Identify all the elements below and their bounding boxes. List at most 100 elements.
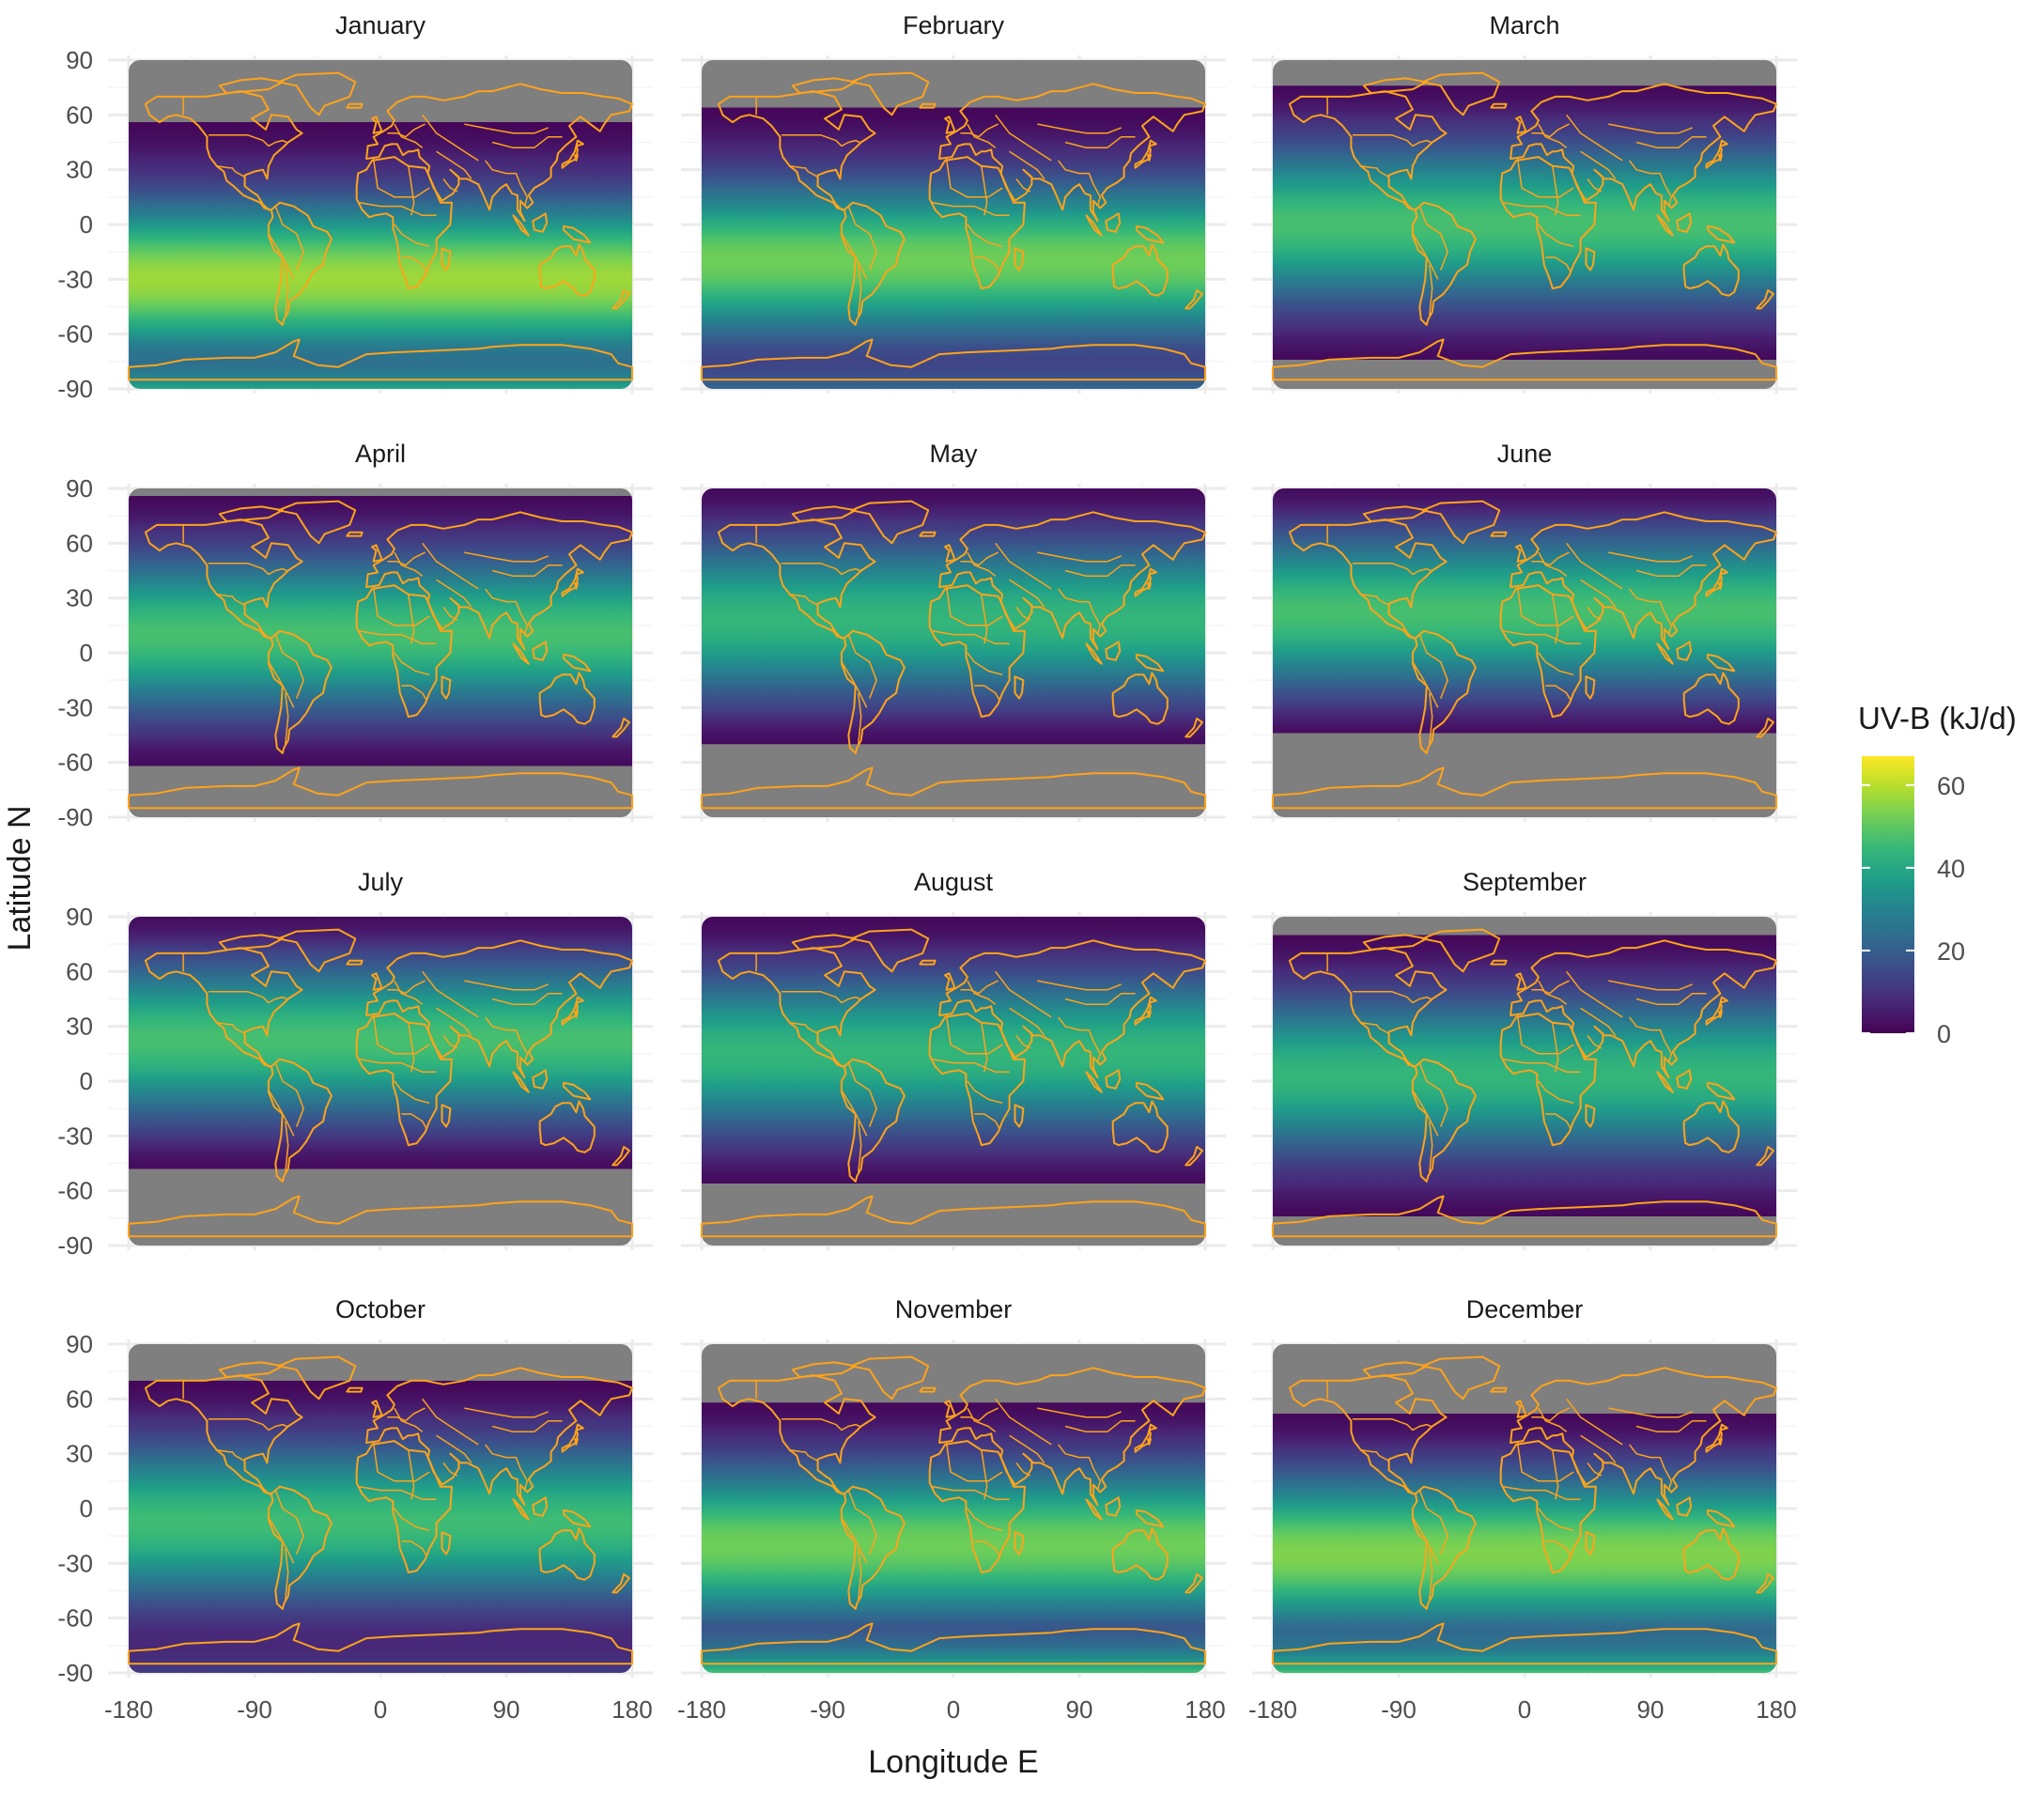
y-tick-label: 60 [66,529,93,557]
y-tick-label: 30 [66,156,93,184]
y-tick-label: 90 [66,46,93,74]
y-tick-label: 60 [66,1385,93,1413]
x-tick-label: -180 [677,1695,726,1724]
uvb-raster [702,1344,1205,1673]
panel-title: October [335,1295,426,1323]
panel-april: April 90 60 30 0 -30 -60 -90 [57,440,653,831]
panel-title: August [914,868,994,896]
x-tick-label: -180 [1248,1695,1297,1724]
uvb-raster [129,488,632,817]
legend-tick-label: 40 [1937,855,1965,883]
panel-title: June [1497,440,1553,468]
uvb-raster [129,60,632,389]
country-boundaries [701,71,1206,381]
y-tick-label: -30 [57,1122,93,1150]
x-tick-label: 180 [612,1695,652,1724]
uvb-raster [129,1344,632,1673]
uvb-raster [1273,60,1776,389]
y-tick-label: -90 [57,803,93,831]
panel-january: January 90 60 30 0 -30 -60 -90 [57,11,653,403]
legend-colorbar [1862,756,1914,1033]
uvb-raster [702,917,1205,1246]
country-boundaries [1272,928,1777,1238]
panel-february: February [681,11,1226,394]
country-boundaries [128,500,633,810]
x-tick-label: -90 [1381,1695,1417,1724]
uvb-raster [1273,1344,1776,1673]
country-boundaries [701,928,1206,1238]
y-tick-label: -30 [57,693,93,721]
panel-title: September [1463,868,1587,896]
y-tick-label: -30 [57,265,93,293]
y-tick-label: -90 [57,1231,93,1260]
legend-title: UV-B (kJ/d) [1858,701,2017,735]
panel-title: July [358,868,404,896]
panel-title: November [895,1295,1013,1323]
panel-june: June [1252,440,1797,822]
uvb-raster [1273,917,1776,1246]
country-boundaries [128,928,633,1238]
panel-december: December -180 -90 0 90 180 [1248,1295,1797,1724]
y-tick-label: 30 [66,1440,93,1468]
y-tick-label: 90 [66,903,93,931]
x-tick-label: 0 [947,1695,960,1724]
x-tick-label: -180 [104,1695,153,1724]
x-tick-label: 180 [1185,1695,1225,1724]
legend: UV-B (kJ/d) 0 20 40 60 [1858,701,2017,1048]
x-tick-label: 0 [1518,1695,1531,1724]
panel-title: December [1466,1295,1584,1323]
x-tick-label: 0 [374,1695,387,1724]
axes: Longitude E Latitude N [2,806,1039,1781]
panel-may: May [681,440,1226,822]
x-tick-label: -90 [810,1695,845,1724]
country-boundaries [701,500,1206,810]
y-tick-label: 0 [80,1067,93,1095]
country-boundaries [1272,1355,1777,1665]
panel-july: July 90 60 30 0 -30 -60 -90 [57,868,653,1260]
y-tick-label: -60 [57,1177,93,1205]
country-boundaries [128,71,633,381]
y-tick-label: -60 [57,320,93,348]
panel-title: May [929,440,978,468]
country-boundaries [1272,71,1777,381]
country-boundaries [1272,500,1777,810]
y-tick-label: 60 [66,957,93,985]
x-tick-label: -90 [237,1695,272,1724]
panel-august: August [681,868,1226,1250]
uvb-raster [702,488,1205,817]
y-tick-label: 0 [80,210,93,239]
y-tick-label: 0 [80,1494,93,1523]
y-tick-label: 30 [66,1013,93,1041]
facet-panels: January 90 60 30 0 -30 -60 -90 February March Apri… [57,11,1797,1724]
uvb-raster [1273,488,1776,817]
uvb-raster [129,917,632,1246]
x-tick-label: 90 [493,1695,520,1724]
country-boundaries [128,1355,633,1665]
uvb-raster [702,60,1205,389]
y-tick-label: -90 [57,1659,93,1687]
panel-title: March [1489,11,1559,39]
y-tick-label: -60 [57,749,93,777]
panel-title: February [903,11,1005,39]
panel-title: January [335,11,426,39]
panel-october: October 90 60 30 0 -30 -60 -90 -180 -90 0 90 180 [57,1295,653,1724]
country-boundaries [701,1355,1206,1665]
y-tick-label: 60 [66,101,93,129]
legend-tick-label: 20 [1937,937,1965,966]
y-axis-label: Latitude N [2,806,38,952]
x-tick-label: 90 [1637,1695,1665,1724]
panel-november: November -180 -90 0 90 180 [677,1295,1226,1724]
y-tick-label: -60 [57,1604,93,1633]
y-tick-label: 0 [80,639,93,667]
y-tick-label: 90 [66,1330,93,1358]
legend-tick-label: 60 [1937,772,1965,800]
x-tick-label: 180 [1756,1695,1796,1724]
legend-tick-label: 0 [1937,1020,1951,1048]
x-axis-label: Longitude E [868,1744,1039,1780]
panel-march: March [1252,11,1797,394]
panel-september: September [1252,868,1797,1250]
y-tick-label: -30 [57,1549,93,1577]
y-tick-label: -90 [57,375,93,403]
x-tick-label: 90 [1066,1695,1093,1724]
